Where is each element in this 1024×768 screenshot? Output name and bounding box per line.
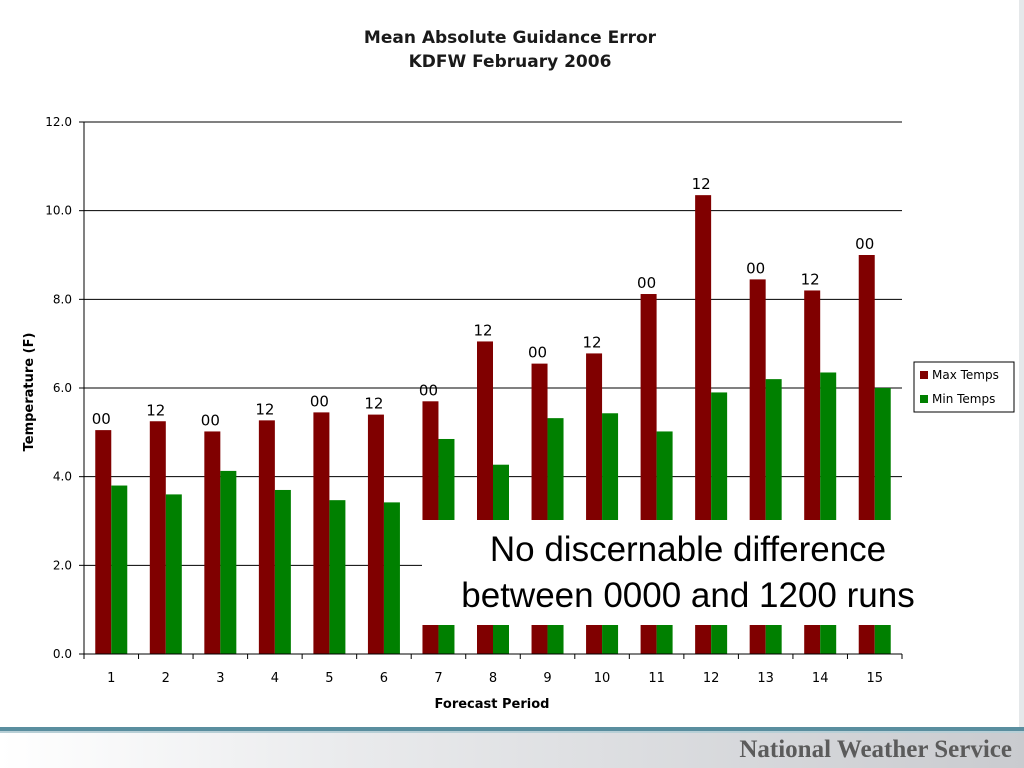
bar-annotation: 00 bbox=[855, 235, 874, 253]
bar-annotation: 00 bbox=[310, 392, 329, 410]
max-temp-bar bbox=[313, 412, 330, 654]
x-tick-label: 2 bbox=[162, 671, 170, 686]
x-tick-label: 5 bbox=[325, 671, 333, 686]
y-tick-label: 2.0 bbox=[53, 558, 72, 572]
x-tick-label: 3 bbox=[216, 671, 224, 686]
x-tick-label: 10 bbox=[594, 671, 611, 686]
x-tick-label: 15 bbox=[866, 671, 883, 686]
max-temp-bar bbox=[258, 420, 275, 654]
x-tick-label: 14 bbox=[812, 671, 829, 686]
x-tick-label: 7 bbox=[434, 671, 442, 686]
max-temp-bar bbox=[149, 421, 166, 654]
y-tick-label: 4.0 bbox=[53, 470, 72, 484]
legend-label-min: Min Temps bbox=[932, 392, 995, 406]
bar-annotation: 00 bbox=[92, 410, 111, 428]
y-axis-title: Temperature (F) bbox=[22, 333, 37, 452]
x-tick-label: 1 bbox=[107, 671, 115, 686]
bar-annotation: 00 bbox=[419, 381, 438, 399]
bar-annotation: 12 bbox=[692, 175, 711, 193]
y-tick-label: 6.0 bbox=[53, 381, 72, 395]
min-temp-bar bbox=[329, 500, 346, 654]
slide-right-border bbox=[1019, 0, 1024, 727]
min-temp-bar bbox=[165, 494, 182, 654]
bar-annotation: 00 bbox=[746, 259, 765, 277]
chart-title-line-1: Mean Absolute Guidance Error bbox=[363, 28, 657, 48]
footer-rule-light bbox=[0, 731, 1024, 733]
footer-band bbox=[0, 733, 1024, 768]
min-temp-bar bbox=[111, 485, 128, 654]
min-temp-bar bbox=[220, 470, 237, 654]
bar-annotation: 00 bbox=[528, 344, 547, 362]
x-tick-label: 12 bbox=[703, 671, 720, 686]
bar-annotation: 12 bbox=[255, 400, 274, 418]
y-tick-label: 8.0 bbox=[53, 292, 72, 306]
callout-line-1: No discernable difference bbox=[489, 529, 887, 569]
callout-line-2: between 0000 and 1200 runs bbox=[461, 575, 915, 615]
legend-box bbox=[913, 361, 1015, 413]
bar-annotation: 12 bbox=[473, 321, 492, 339]
callout-box: No discernable difference between 0000 a… bbox=[422, 520, 954, 625]
legend-swatch-max bbox=[920, 371, 928, 379]
max-temp-bar bbox=[204, 431, 221, 654]
bar-annotation: 12 bbox=[364, 395, 383, 413]
x-tick-label: 8 bbox=[489, 671, 497, 686]
bar-annotation: 12 bbox=[146, 401, 165, 419]
footer-organization-name: National Weather Service bbox=[739, 736, 1012, 763]
bar-annotation: 00 bbox=[637, 274, 656, 292]
max-temp-bar bbox=[367, 414, 384, 654]
x-tick-label: 9 bbox=[543, 671, 551, 686]
bar-annotation: 12 bbox=[583, 333, 602, 351]
footer-rule bbox=[0, 727, 1024, 731]
x-tick-label: 6 bbox=[380, 671, 388, 686]
legend-label-max: Max Temps bbox=[932, 368, 999, 382]
x-tick-label: 11 bbox=[648, 671, 665, 686]
legend-swatch-min bbox=[920, 395, 928, 403]
y-tick-label: 12.0 bbox=[45, 115, 72, 129]
x-axis-title: Forecast Period bbox=[435, 697, 550, 712]
max-temp-bar bbox=[95, 430, 112, 654]
bar-annotation: 12 bbox=[801, 270, 820, 288]
x-tick-label: 13 bbox=[757, 671, 774, 686]
y-tick-label: 0.0 bbox=[53, 647, 72, 661]
y-tick-label: 10.0 bbox=[45, 204, 72, 218]
chart-title-line-2: KDFW February 2006 bbox=[408, 52, 612, 72]
min-temp-bar bbox=[383, 502, 400, 654]
bar-annotation: 00 bbox=[201, 411, 220, 429]
min-temp-bar bbox=[274, 489, 291, 654]
x-tick-label: 4 bbox=[271, 671, 279, 686]
